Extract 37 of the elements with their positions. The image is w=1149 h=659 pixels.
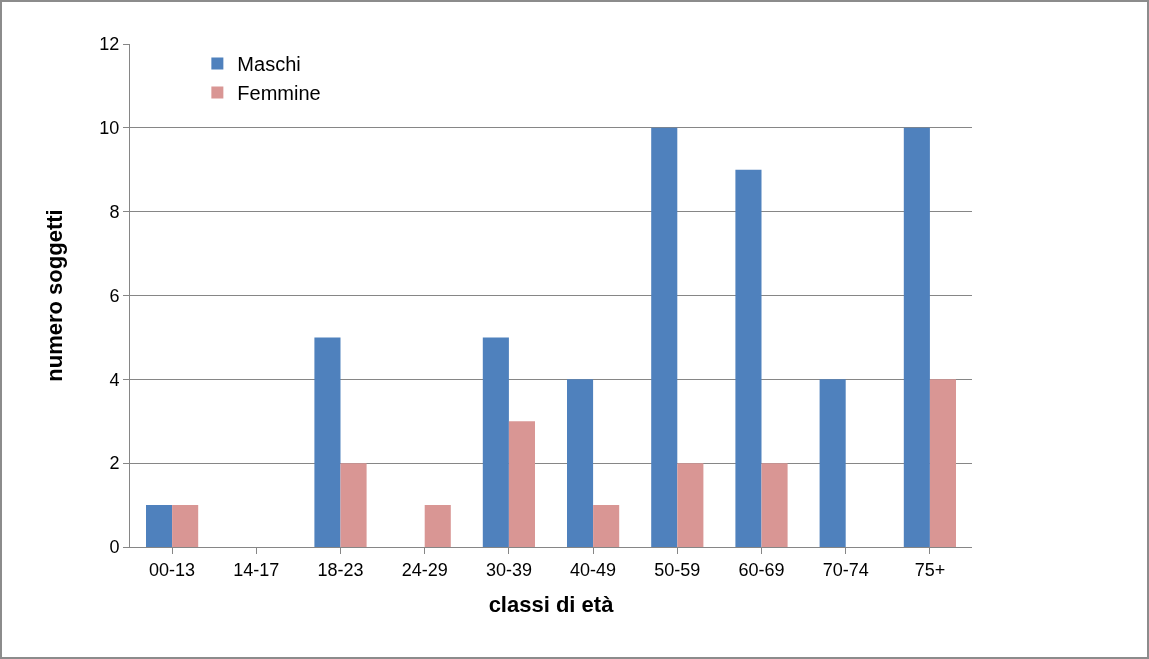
y-tick-label: 10	[99, 118, 120, 139]
y-tick-label: 8	[109, 201, 120, 222]
y-tick-label: 12	[99, 34, 120, 55]
x-tick-label: 70-74	[822, 559, 869, 580]
x-tick-label: 75+	[914, 559, 946, 580]
bar	[761, 463, 788, 547]
bar	[340, 463, 367, 547]
bar	[146, 505, 173, 547]
bar	[482, 337, 509, 547]
x-tick-label: 18-23	[317, 559, 364, 580]
legend-label: Maschi	[237, 53, 301, 76]
bar	[651, 127, 678, 547]
bar	[314, 337, 341, 547]
y-tick-label: 6	[109, 285, 120, 306]
y-tick-label: 0	[109, 537, 120, 558]
x-tick-label: 14-17	[233, 559, 280, 580]
bar	[567, 379, 594, 547]
bar	[735, 169, 762, 547]
x-axis-title: classi di età	[488, 592, 615, 618]
bar	[819, 379, 846, 547]
x-tick-label: 50-59	[654, 559, 701, 580]
x-tick-label: 24-29	[401, 559, 448, 580]
y-axis-title: numero soggetti	[42, 209, 68, 382]
x-tick-label: 00-13	[149, 559, 196, 580]
x-tick-label: 60-69	[738, 559, 785, 580]
y-tick-label: 2	[109, 453, 120, 474]
x-tick-label: 30-39	[485, 559, 532, 580]
x-tick-label: 40-49	[570, 559, 617, 580]
bar	[929, 379, 956, 547]
y-tick-label: 4	[109, 369, 120, 390]
legend-label: Femmine	[237, 82, 321, 105]
bar	[903, 127, 930, 547]
bar	[424, 505, 451, 547]
bar	[677, 463, 704, 547]
bar	[172, 505, 199, 547]
bar	[508, 421, 535, 547]
bar	[593, 505, 620, 547]
